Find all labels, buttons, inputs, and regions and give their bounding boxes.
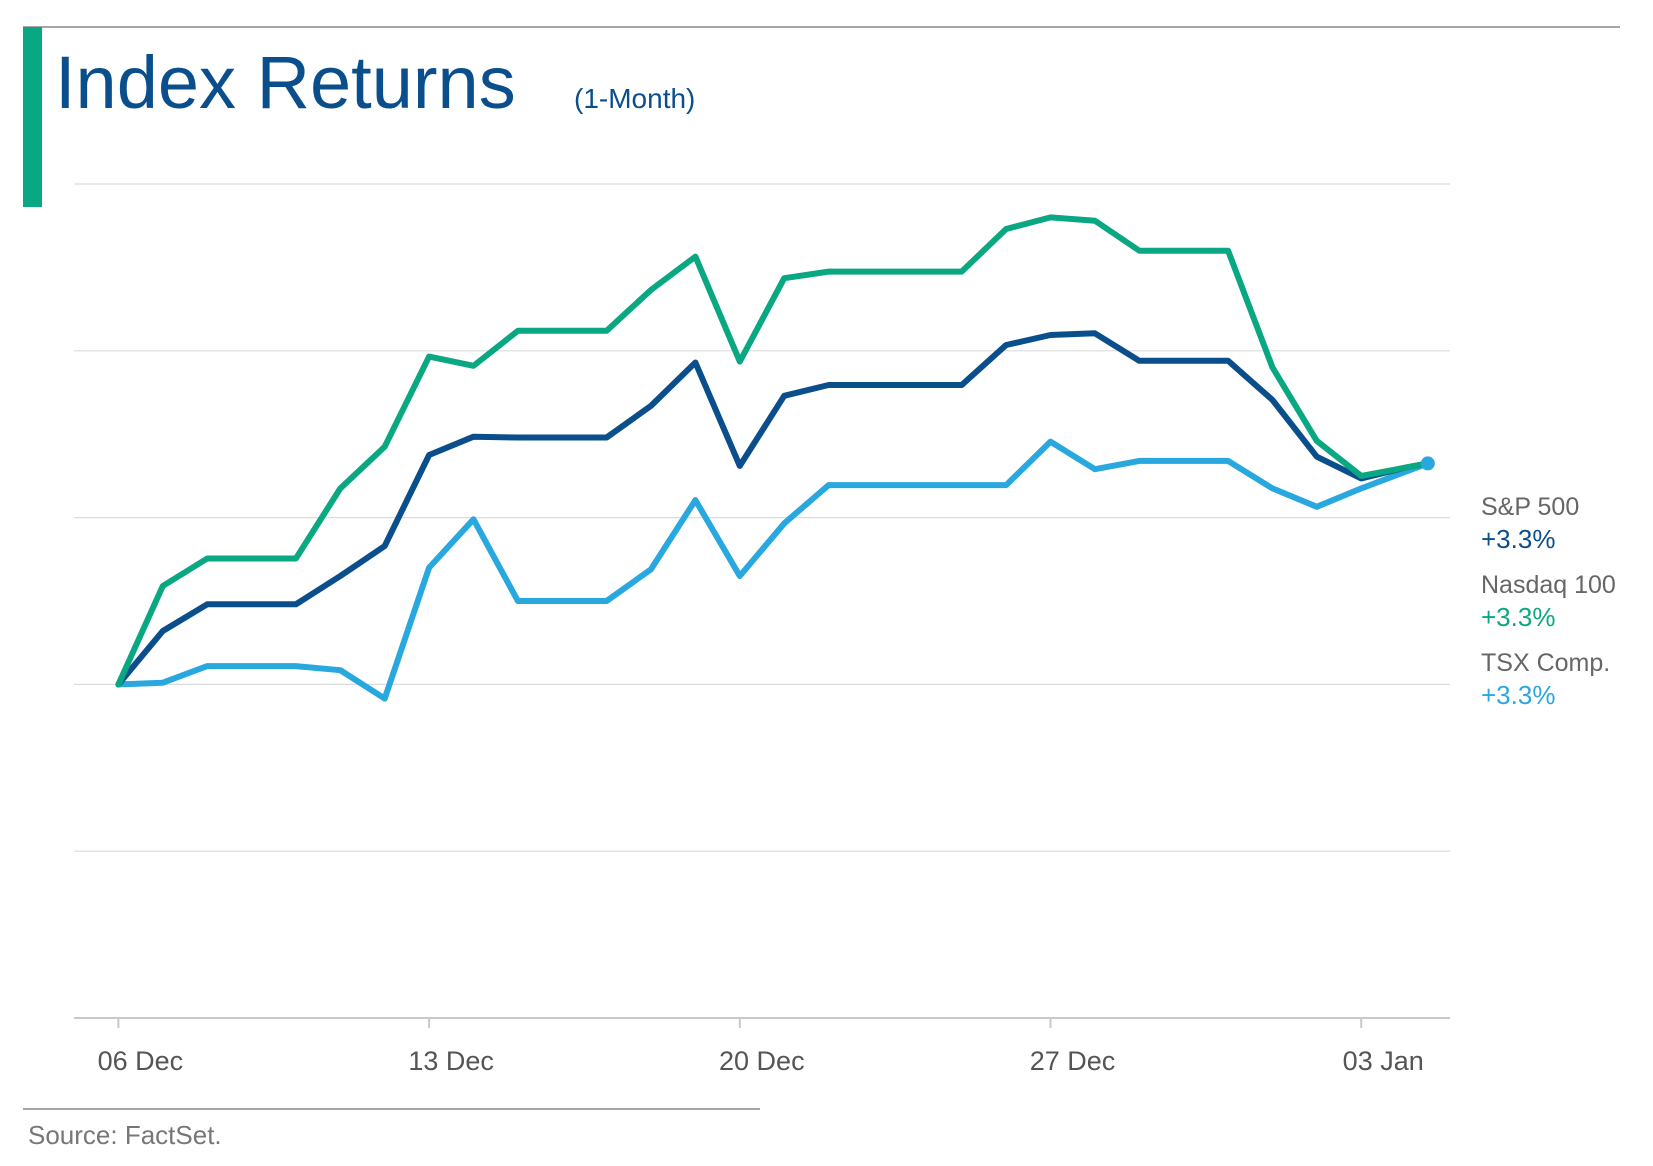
end-point-marker [1420, 456, 1435, 471]
legend-series-value: +3.3% [1481, 680, 1555, 710]
gridlines [74, 183, 1450, 852]
chart-subtitle: (1-Month) [574, 83, 695, 114]
chart-title: Index Returns [55, 41, 516, 124]
legend-series-name: Nasdaq 100 [1481, 571, 1616, 599]
title-accent-bar [23, 27, 42, 207]
x-tick-label: 03 Jan [1343, 1046, 1424, 1076]
x-tick-label: 06 Dec [98, 1046, 184, 1076]
legend-series-value: +3.3% [1481, 524, 1555, 554]
legend: S&P 500 +3.3% Nasdaq 100 +3.3% TSX Comp. +3.3… [1481, 493, 1616, 710]
legend-series-name: S&P 500 [1481, 493, 1579, 521]
series-lines [115, 214, 1435, 702]
x-tick-label: 27 Dec [1030, 1046, 1116, 1076]
legend-series-name: TSX Comp. [1481, 649, 1610, 677]
x-tick-label: 20 Dec [719, 1046, 805, 1076]
legend-series-value: +3.3% [1481, 602, 1555, 632]
series-line [115, 214, 1431, 688]
x-tick-label: 13 Dec [408, 1046, 494, 1076]
series-line [115, 330, 1431, 688]
x-axis: 06 Dec 13 Dec 20 Dec 27 Dec 03 Jan [74, 1017, 1450, 1076]
source-note: Source: FactSet. [28, 1120, 222, 1150]
series-line [115, 438, 1431, 702]
